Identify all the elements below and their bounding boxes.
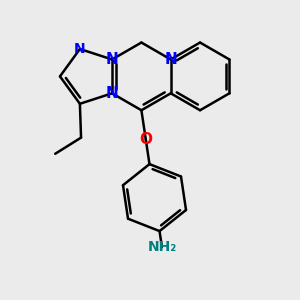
- Text: N: N: [106, 52, 118, 67]
- Text: O: O: [139, 132, 152, 147]
- Text: NH₂: NH₂: [147, 240, 177, 254]
- Text: N: N: [106, 86, 118, 101]
- Text: N: N: [74, 42, 86, 56]
- Text: N: N: [164, 52, 177, 67]
